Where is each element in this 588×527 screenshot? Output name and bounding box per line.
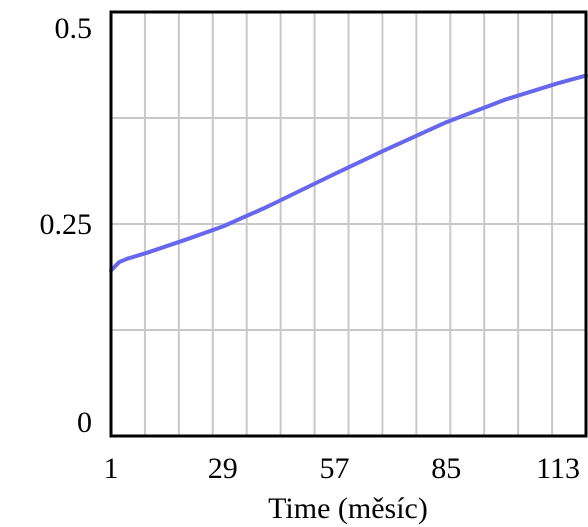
plot-frame [109, 10, 588, 438]
x-tick-label: 1 [104, 452, 119, 485]
grid [111, 12, 586, 436]
y-axis-ticks: 0 0.25 0.5 [40, 12, 93, 439]
y-tick-label: 0.5 [55, 12, 93, 45]
y-tick-label: 0.25 [40, 208, 93, 241]
series-group [109, 73, 588, 273]
x-tick-label: 85 [431, 452, 461, 485]
x-axis-ticks: 1 29 57 85 113 [104, 452, 581, 485]
x-tick-label: 29 [208, 452, 238, 485]
x-tick-label: 57 [320, 452, 350, 485]
y-tick-label: 0 [77, 406, 92, 439]
x-axis-title: Time (měsíc) [268, 492, 428, 525]
series-line-1 [109, 73, 588, 273]
x-tick-label: 113 [536, 452, 580, 485]
